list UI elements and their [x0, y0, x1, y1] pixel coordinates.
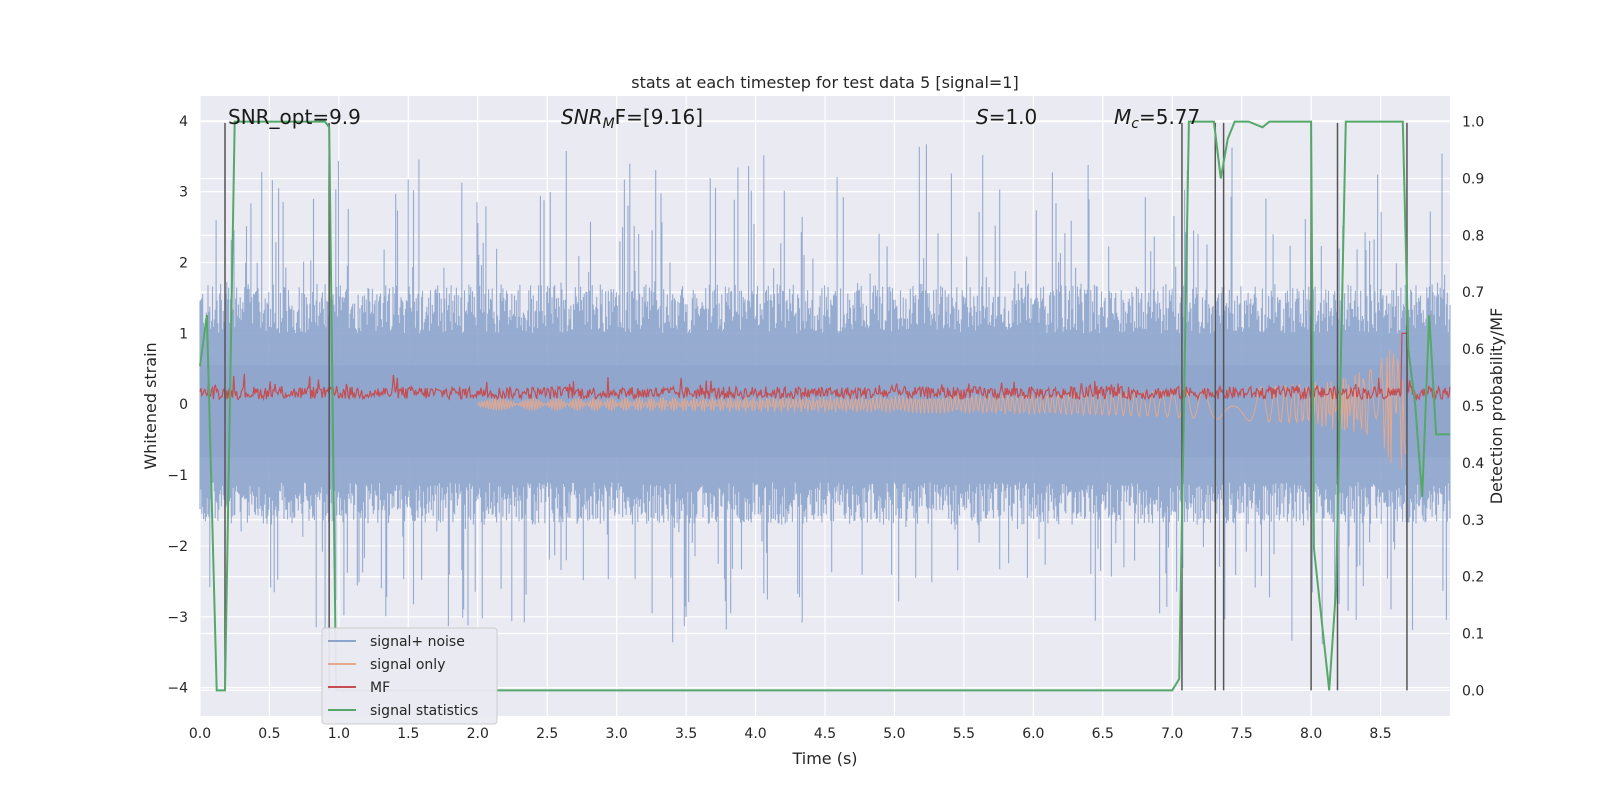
x-tick-label: 3.0 — [606, 726, 628, 742]
y-tick-label-right: 1.0 — [1462, 115, 1484, 131]
annotation-snr-mf-prefix: SNR — [561, 105, 603, 129]
y-tick-label-right: 0.2 — [1462, 570, 1484, 586]
annotation-mc-suffix: =5.77 — [1139, 105, 1200, 129]
signal-statistics-series — [199, 120, 1450, 692]
annotation-snr-mf-suffix: F=[9.16] — [615, 105, 703, 129]
x-tick-label: 6.5 — [1092, 726, 1114, 742]
legend: signal+ noise signal only MF signal stat… — [321, 627, 498, 725]
x-tick-label: 1.5 — [397, 726, 419, 742]
x-tick-label: 2.0 — [467, 726, 489, 742]
y-tick-label-right: 0.5 — [1462, 399, 1484, 415]
x-tick-label: 7.5 — [1231, 726, 1253, 742]
x-tick-label: 4.0 — [744, 726, 766, 742]
y-tick-label-left: −1 — [167, 468, 188, 484]
x-axis-label: Time (s) — [791, 749, 857, 768]
x-tick-label: 0.5 — [258, 726, 280, 742]
x-tick-label: 5.0 — [883, 726, 905, 742]
annotation-mc-prefix: M — [1114, 105, 1131, 129]
legend-label-mf: MF — [370, 680, 390, 696]
annotation-snr-mf-sub: M — [603, 116, 615, 132]
mf-series — [199, 332, 1451, 402]
annotation-mc: Mc=5.77 — [1114, 105, 1200, 132]
x-tick-label: 6.0 — [1022, 726, 1044, 742]
annotation-s-prefix: S — [976, 105, 989, 129]
legend-label-stat: signal statistics — [370, 703, 478, 719]
y-tick-label-left: 2 — [179, 256, 188, 272]
x-tick-label: 8.0 — [1300, 726, 1322, 742]
y-tick-label-left: 0 — [179, 397, 188, 413]
signal-only-series — [477, 350, 1407, 470]
legend-label-signal: signal only — [370, 657, 445, 673]
y-tick-label-right: 0.4 — [1462, 456, 1484, 472]
x-tick-label: 2.5 — [536, 726, 558, 742]
vertical-markers — [224, 122, 1408, 691]
y-tick-label-right: 0.6 — [1462, 342, 1484, 358]
annotation-s-suffix: =1.0 — [989, 105, 1038, 129]
annotation-snr-opt: SNR_opt=9.9 — [228, 105, 361, 129]
y-tick-label-left: 1 — [179, 326, 188, 342]
x-tick-label: 7.0 — [1161, 726, 1183, 742]
y-tick-label-right: 0.0 — [1462, 683, 1484, 699]
y-axis-label-left: Whitened strain — [141, 342, 160, 469]
legend-box — [321, 627, 498, 725]
annotation-snr-mf: SNRMF=[9.16] — [561, 105, 703, 132]
y-tick-label-left: −4 — [167, 681, 188, 697]
y-tick-label-right: 0.3 — [1462, 513, 1484, 529]
legend-label-noise: signal+ noise — [370, 634, 465, 650]
mf-trace — [199, 332, 1451, 402]
y-tick-label-right: 0.9 — [1462, 171, 1484, 187]
annotation-mc-sub: c — [1131, 116, 1139, 132]
y-tick-label-right: 0.7 — [1462, 285, 1484, 301]
y-tick-label-left: 3 — [179, 185, 188, 201]
x-tick-label: 5.5 — [953, 726, 975, 742]
x-tick-label: 3.5 — [675, 726, 697, 742]
y-tick-label-left: 4 — [179, 114, 188, 130]
y-tick-label-right: 0.1 — [1462, 627, 1484, 643]
y-tick-label-right: 0.8 — [1462, 228, 1484, 244]
x-tick-label: 8.5 — [1369, 726, 1391, 742]
tick-labels: 0.0 0.5 1.0 1.5 2.0 2.5 3.0 3.5 4.0 4.5 5.0 5.5 6.0 6… — [167, 114, 1484, 742]
y-tick-label-left: −2 — [167, 539, 188, 555]
x-tick-label: 4.5 — [814, 726, 836, 742]
signal-only-trace — [477, 350, 1407, 470]
signal-statistics-line — [199, 120, 1450, 692]
chart-title: stats at each timestep for test data 5 [… — [631, 73, 1018, 92]
x-tick-label: 1.0 — [328, 726, 350, 742]
y-axis-label-right: Detection probability/MF — [1487, 308, 1506, 505]
x-tick-label: 0.0 — [189, 726, 211, 742]
annotation-s: S=1.0 — [976, 105, 1037, 129]
y-tick-label-left: −3 — [167, 610, 188, 626]
